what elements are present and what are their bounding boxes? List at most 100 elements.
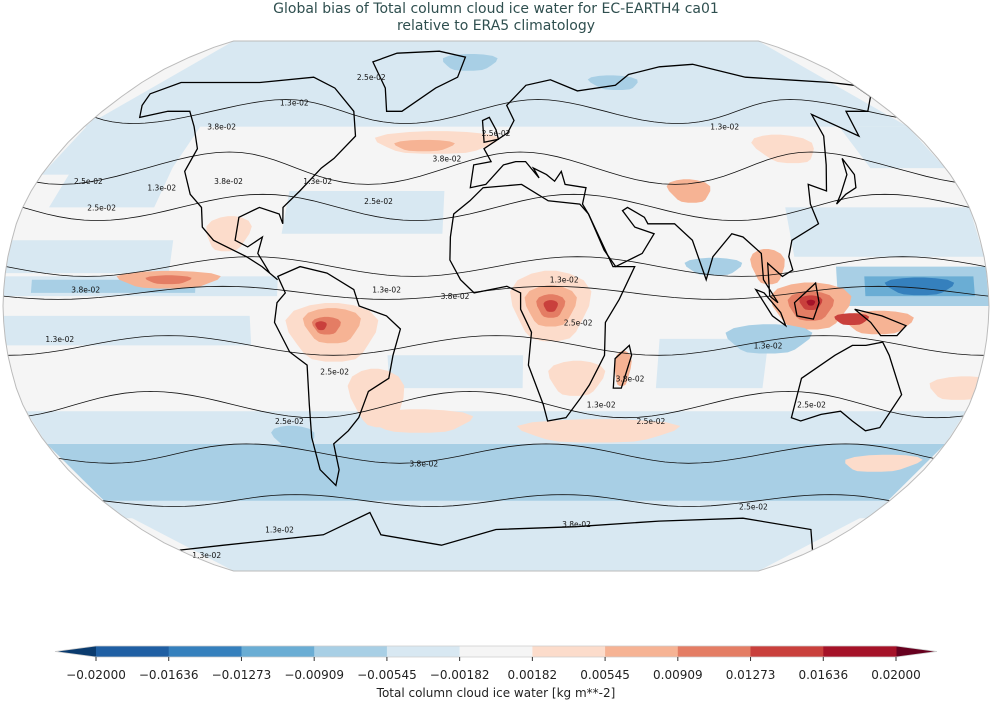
coastline-new-guinea [854,308,908,337]
bias-blob [884,277,955,296]
colorbar-bin [386,646,461,657]
coastline-japan [836,158,857,205]
contour-label: 1.3e-02 [587,401,616,410]
contour-label: 2.5e-02 [87,203,116,212]
bias-blob [587,75,638,90]
contour-labels: 1.3e-02 2.5e-02 3.8e-02 2.5e-02 1.3e-02 3.8e-… [45,73,826,560]
contour-line [3,285,989,300]
bias-fields [3,41,989,571]
contour-label: 2.5e-02 [739,503,768,512]
colorbar-bin [532,646,606,657]
bias-blob [614,350,632,386]
colorbar-bin [677,646,751,657]
coastline-south-america [273,265,402,487]
contour-line [36,151,956,185]
bias-blob [394,139,455,152]
colorbar-tick-label: 0.01636 [798,668,848,682]
coastline-madagascar [612,344,633,389]
contour-label: 1.3e-02 [550,276,579,285]
contour-label: 3.8e-02 [409,459,438,468]
contour-label: 1.3e-02 [710,123,739,132]
contour-label: 2.5e-02 [564,318,593,327]
coastline-greenland [372,50,467,112]
southern-ocean-negative-band [46,443,946,507]
bias-blob [271,425,315,449]
bias-band [102,500,890,519]
contour-label: 2.5e-02 [637,417,666,426]
colorbar-tick-label: 0.00909 [653,668,703,682]
colorbar-bin [459,646,533,657]
colorbar-tick-label: −0.01636 [139,668,199,682]
antarctic-negative-band [110,506,882,571]
colorbar-bin [96,646,170,657]
contour-label: 1.3e-02 [45,335,74,344]
colorbar-tick-label: 0.00545 [580,668,630,682]
colorbar-tick-label: 0.02000 [871,668,921,682]
bias-blob [845,454,923,472]
contour-line [102,494,890,508]
contour-line [7,335,985,356]
bias-blob [751,134,814,164]
contour-label: 3.8e-02 [207,123,236,132]
chart-title: Global bias of Total column cloud ice wa… [0,1,992,35]
arctic-negative-band [84,41,908,127]
colorbar-tick-label: 0.01273 [726,668,776,682]
contour-label: 1.3e-02 [280,99,309,108]
bias-blob [684,257,743,276]
contour-label: 1.3e-02 [147,184,176,193]
coastline-north-america [138,76,357,281]
bias-blob [806,299,816,306]
colorbar-tick-label: −0.02000 [66,668,126,682]
colorbar-tick-label: −0.01273 [212,668,272,682]
bias-band [26,411,966,444]
contour-label: 2.5e-02 [275,417,304,426]
coastline-australia [790,341,903,432]
contour-label: 3.8e-02 [214,177,243,186]
bias-blob [145,275,192,285]
bias-band [387,355,524,389]
bias-band [5,240,174,274]
contour-label: 1.3e-02 [192,551,221,560]
contour-label: 2.5e-02 [357,73,386,82]
map-border [2,40,990,572]
coastline-uk [481,116,500,144]
bias-blob [516,419,681,443]
contour-lines [3,99,989,508]
colorbar-bin [750,646,824,657]
contour-line [58,443,934,464]
bias-band [3,315,252,346]
title-line-1: Global bias of Total column cloud ice wa… [273,1,719,17]
bias-blob [666,179,711,203]
colorbar-bin [314,646,388,657]
contour-label: 1.3e-02 [265,526,294,535]
contour-label: 1.3e-02 [303,177,332,186]
bias-blob [315,321,327,331]
contour-label: 3.8e-02 [433,154,462,163]
coastline-antarctica [179,511,814,551]
east-indian-negative [725,324,813,354]
bias-map: 1.3e-02 2.5e-02 3.8e-02 2.5e-02 1.3e-02 3.8e-… [2,40,990,572]
colorbar-bin [241,646,315,657]
bias-blob [543,300,558,312]
colorbar-tick-label: 0.00182 [508,668,558,682]
bias-band [281,191,445,234]
contour-label: 2.5e-02 [74,177,103,186]
contour-label: 2.5e-02 [797,401,826,410]
contour-label: 2.5e-02 [482,129,511,138]
bias-band [839,126,946,169]
contour-line [28,390,964,419]
bias-blob [548,360,606,396]
contour-label: 2.5e-02 [364,197,393,206]
colorbar-bin [605,646,679,657]
contour-line [6,256,986,277]
colorbar-tick-label: −0.00909 [284,668,344,682]
colorbar-tick-label: −0.00545 [357,668,417,682]
colorbar-bin [168,646,242,657]
coastline-sumatra [754,288,788,328]
contour-label: 1.3e-02 [372,286,401,295]
contour-label: 3.8e-02 [616,374,645,383]
contour-line [94,99,897,125]
contour-label: 1.3e-02 [754,341,783,350]
bias-blob [442,54,498,71]
